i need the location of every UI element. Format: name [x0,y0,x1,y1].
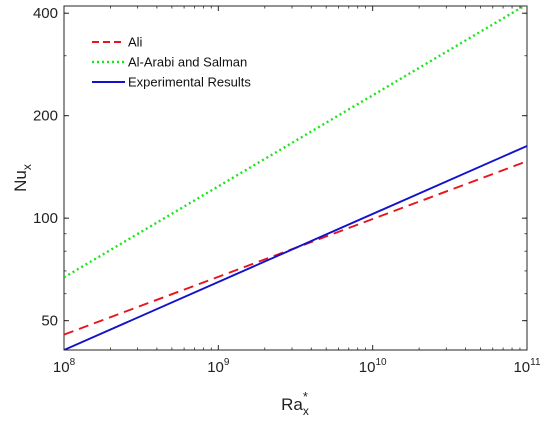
x-tick-label-0: 108 [53,357,76,376]
x-tick-label-2: 1010 [359,357,387,376]
x-tick-label-1: 109 [207,357,230,376]
legend: Ali Al-Arabi and Salman Experimental Resul… [92,35,251,90]
tick-layer: 108 109 1010 1011 50 100 200 400 [33,5,541,376]
legend-label-2: Experimental Results [128,75,251,90]
legend-label-1: Al-Arabi and Salman [128,55,247,70]
series-line-2 [64,145,527,350]
x-tick-label-3: 1011 [513,357,541,376]
x-axis-label: Rax* [281,389,309,418]
y-axis-label: Nux [11,164,34,192]
y-tick-label-2: 200 [33,108,58,125]
y-tick-label-0: 50 [41,313,58,330]
y-tick-label-3: 400 [33,5,58,22]
plot-area [63,5,528,351]
y-tick-label-1: 100 [33,210,58,227]
legend-label-0: Ali [128,35,143,50]
series-layer [64,6,527,350]
